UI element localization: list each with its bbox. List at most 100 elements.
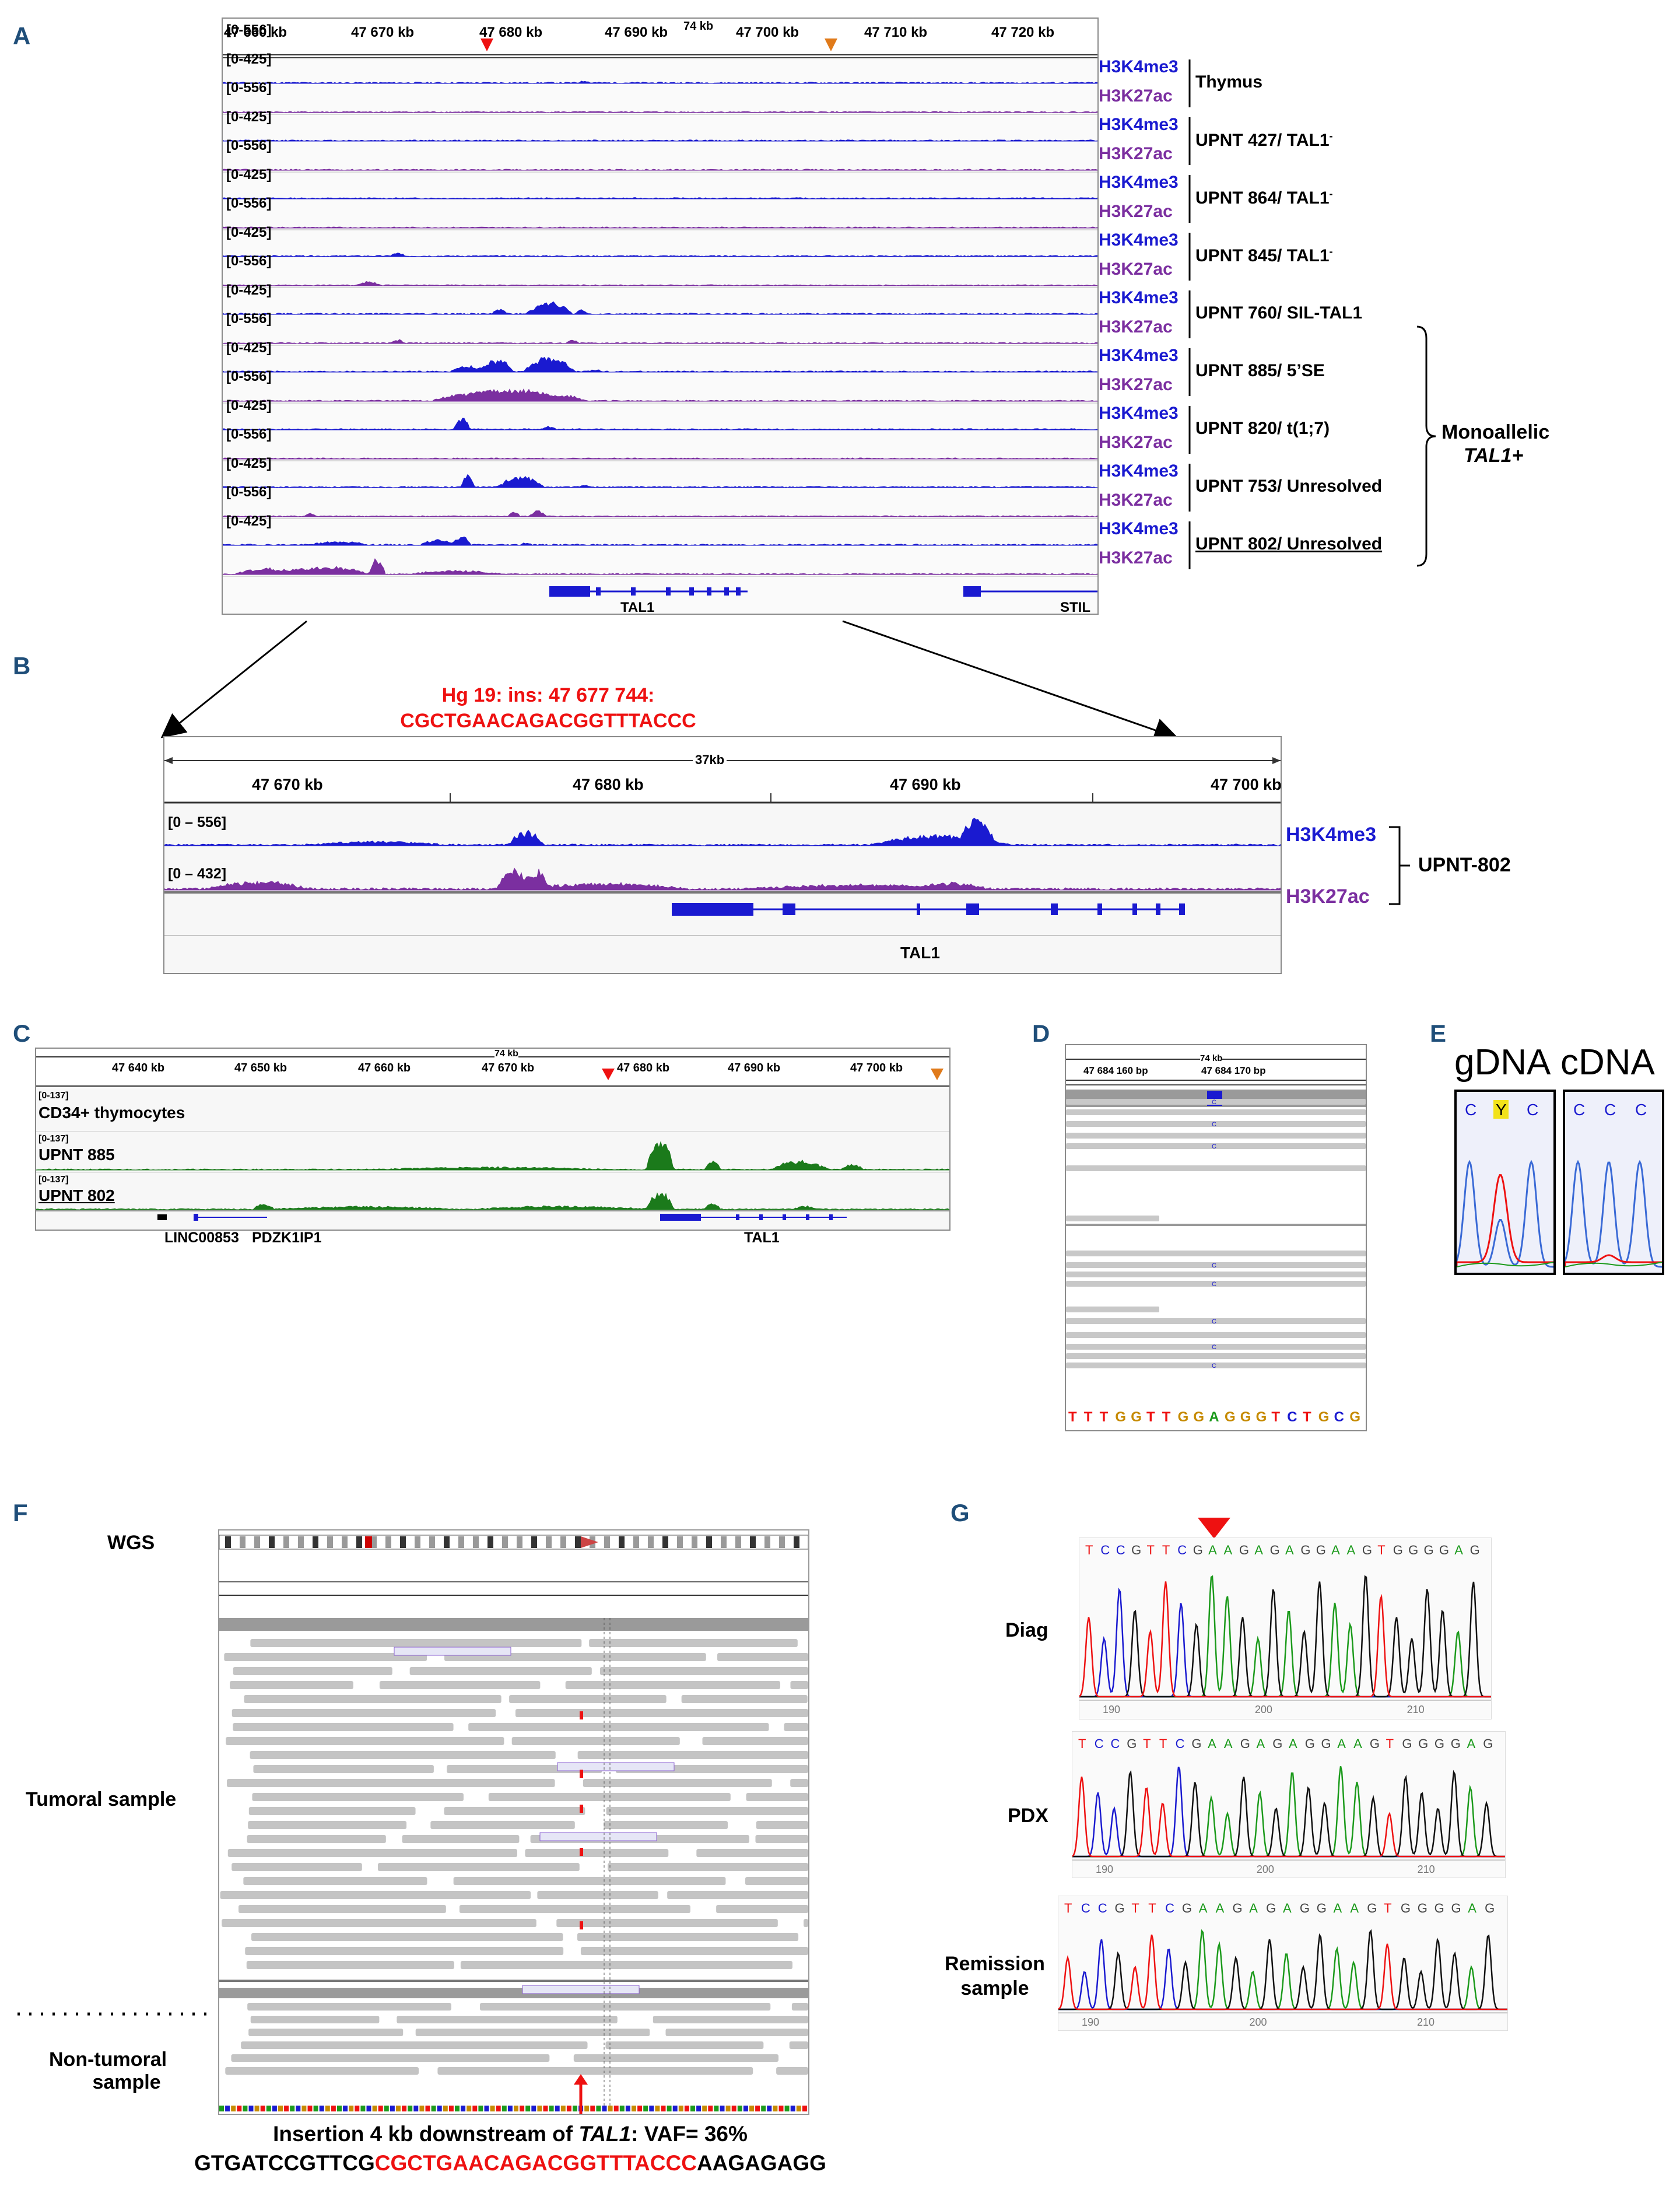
read — [804, 1919, 808, 1927]
orange-marker-icon — [931, 1069, 944, 1080]
reference-base — [596, 2106, 601, 2111]
panel-c-gene-label: LINC00853 — [164, 1230, 239, 1246]
sequence-base: G — [1240, 1736, 1250, 1751]
reference-base — [366, 2106, 371, 2111]
reference-base — [225, 2106, 230, 2111]
mark-label-h3k4me3: H3K4me3 — [1099, 230, 1179, 250]
mark-label-h3k4me3: H3K4me3 — [1099, 519, 1179, 538]
tal1-exon — [1156, 903, 1160, 915]
reference-base: G — [1318, 1409, 1330, 1425]
sequence-base: G — [1418, 1901, 1428, 1915]
h3k4me3-signal — [223, 197, 1097, 199]
reference-base — [667, 2106, 672, 2111]
reference-base — [296, 2106, 301, 2111]
h3k4me3-signal — [223, 301, 1097, 315]
read — [717, 1653, 808, 1661]
panel-f-reads — [219, 1535, 808, 2111]
reference-base — [773, 2106, 778, 2111]
sequence-base: A — [1256, 1736, 1265, 1751]
reference-base: G — [1131, 1409, 1142, 1425]
diag-label: Diag — [1005, 1619, 1048, 1641]
h3k27ac-signal — [223, 111, 1097, 113]
reference-base — [278, 2106, 283, 2111]
pdx-label: PDX — [1008, 1805, 1048, 1827]
reference-base — [272, 2106, 277, 2111]
reference-base — [573, 2106, 577, 2111]
ideogram-band — [269, 1536, 275, 1548]
t-trace — [1565, 1254, 1662, 1267]
read — [227, 1779, 555, 1787]
reference-base: C — [1334, 1409, 1344, 1425]
stil-exon — [963, 586, 981, 597]
read — [226, 1737, 504, 1745]
caption-suffix: : VAF= 36% — [631, 2122, 748, 2146]
sequence-base: G — [1191, 1736, 1201, 1751]
sequence-base: G — [1370, 1736, 1380, 1751]
superscript-minus: - — [1329, 246, 1333, 257]
read — [1066, 1344, 1366, 1350]
ideogram-band — [575, 1536, 581, 1548]
sequence-base: T — [1162, 1543, 1170, 1557]
sequence-base: T — [1148, 1901, 1156, 1915]
reference-base — [472, 2106, 478, 2111]
insertion-marker — [580, 1848, 583, 1856]
g-trace — [1565, 1262, 1662, 1267]
ideogram-band — [342, 1536, 348, 1548]
sequence-base: G — [1451, 1736, 1461, 1751]
panel-b-gene-label: TAL1 — [900, 944, 940, 962]
reference-base — [584, 2106, 590, 2111]
panel-a-tick: 47 690 kb — [605, 24, 668, 40]
sequence-base: C — [1116, 1543, 1125, 1557]
read — [1066, 1353, 1366, 1359]
reference-base — [448, 2106, 454, 2111]
insertion-marker — [580, 1770, 583, 1778]
insertion-marker — [580, 1711, 583, 1719]
tal1-exon — [759, 1214, 763, 1220]
trace-g — [1079, 1575, 1491, 1698]
sequence-base: G — [1470, 1543, 1480, 1557]
soft-clipped-read — [539, 1832, 657, 1841]
read — [460, 1961, 792, 1969]
monoallelic-label: Monoallelic — [1441, 421, 1550, 443]
reference-base — [531, 2106, 536, 2111]
axis-tick-label: 190 — [1103, 1704, 1120, 1715]
sample-divider — [219, 1980, 808, 1982]
panel-b-tick: 47 680 kb — [573, 776, 644, 793]
reference-base — [632, 2106, 636, 2111]
read — [1066, 1165, 1366, 1171]
reference-base — [514, 2106, 518, 2111]
panel-b-tick: 47 690 kb — [890, 776, 961, 793]
ideogram-band — [487, 1536, 493, 1548]
read — [233, 1667, 392, 1675]
reference-base — [784, 2106, 790, 2111]
range-label-k27: [0-425] — [226, 225, 272, 240]
reference-base — [731, 2106, 736, 2111]
sequence-base: A — [1208, 1736, 1216, 1751]
panel-c-gene-label: TAL1 — [744, 1230, 780, 1246]
axis-tick-label: 200 — [1257, 1864, 1274, 1875]
read — [681, 1695, 808, 1703]
reference-base — [413, 2106, 419, 2111]
reference-base: G — [1240, 1409, 1251, 1425]
sequence-base: A — [1347, 1543, 1356, 1557]
sequence-base: T — [1078, 1736, 1086, 1751]
h3k4me3-signal — [223, 253, 1097, 257]
h3k4me3-signal — [223, 536, 1097, 546]
panel-c-igv-view: 74 kb 47 640 kb 47 650 kb 47 660 kb 47 6… — [35, 1048, 951, 1231]
read — [227, 1849, 517, 1857]
tal1-exon — [689, 587, 694, 596]
read — [1066, 1262, 1366, 1268]
read — [789, 2041, 808, 2049]
read — [430, 1821, 575, 1829]
reference-base: G — [1193, 1409, 1205, 1425]
reference-base — [520, 2106, 525, 2111]
reference-base — [767, 2106, 772, 2111]
reference-base — [743, 2106, 748, 2111]
read — [1066, 1216, 1159, 1221]
sequence-base: A — [1249, 1901, 1258, 1915]
ideogram-band — [706, 1536, 712, 1548]
reference-base: T — [1099, 1409, 1109, 1425]
ideogram-band — [619, 1536, 625, 1548]
